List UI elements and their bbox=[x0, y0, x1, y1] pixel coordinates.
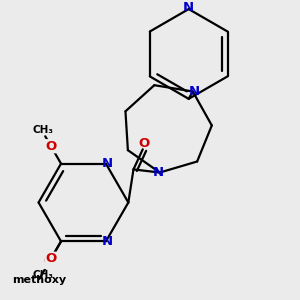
Text: N: N bbox=[102, 157, 113, 170]
Text: O: O bbox=[138, 137, 149, 150]
Text: N: N bbox=[153, 166, 164, 179]
Text: N: N bbox=[102, 235, 113, 248]
Text: O: O bbox=[45, 140, 57, 153]
Text: methoxy: methoxy bbox=[12, 275, 66, 285]
Text: CH₃: CH₃ bbox=[32, 270, 53, 280]
Text: O: O bbox=[43, 255, 55, 268]
Text: CH₃: CH₃ bbox=[32, 124, 53, 135]
Text: O: O bbox=[45, 252, 57, 265]
Text: N: N bbox=[183, 1, 194, 14]
Text: N: N bbox=[189, 85, 200, 98]
